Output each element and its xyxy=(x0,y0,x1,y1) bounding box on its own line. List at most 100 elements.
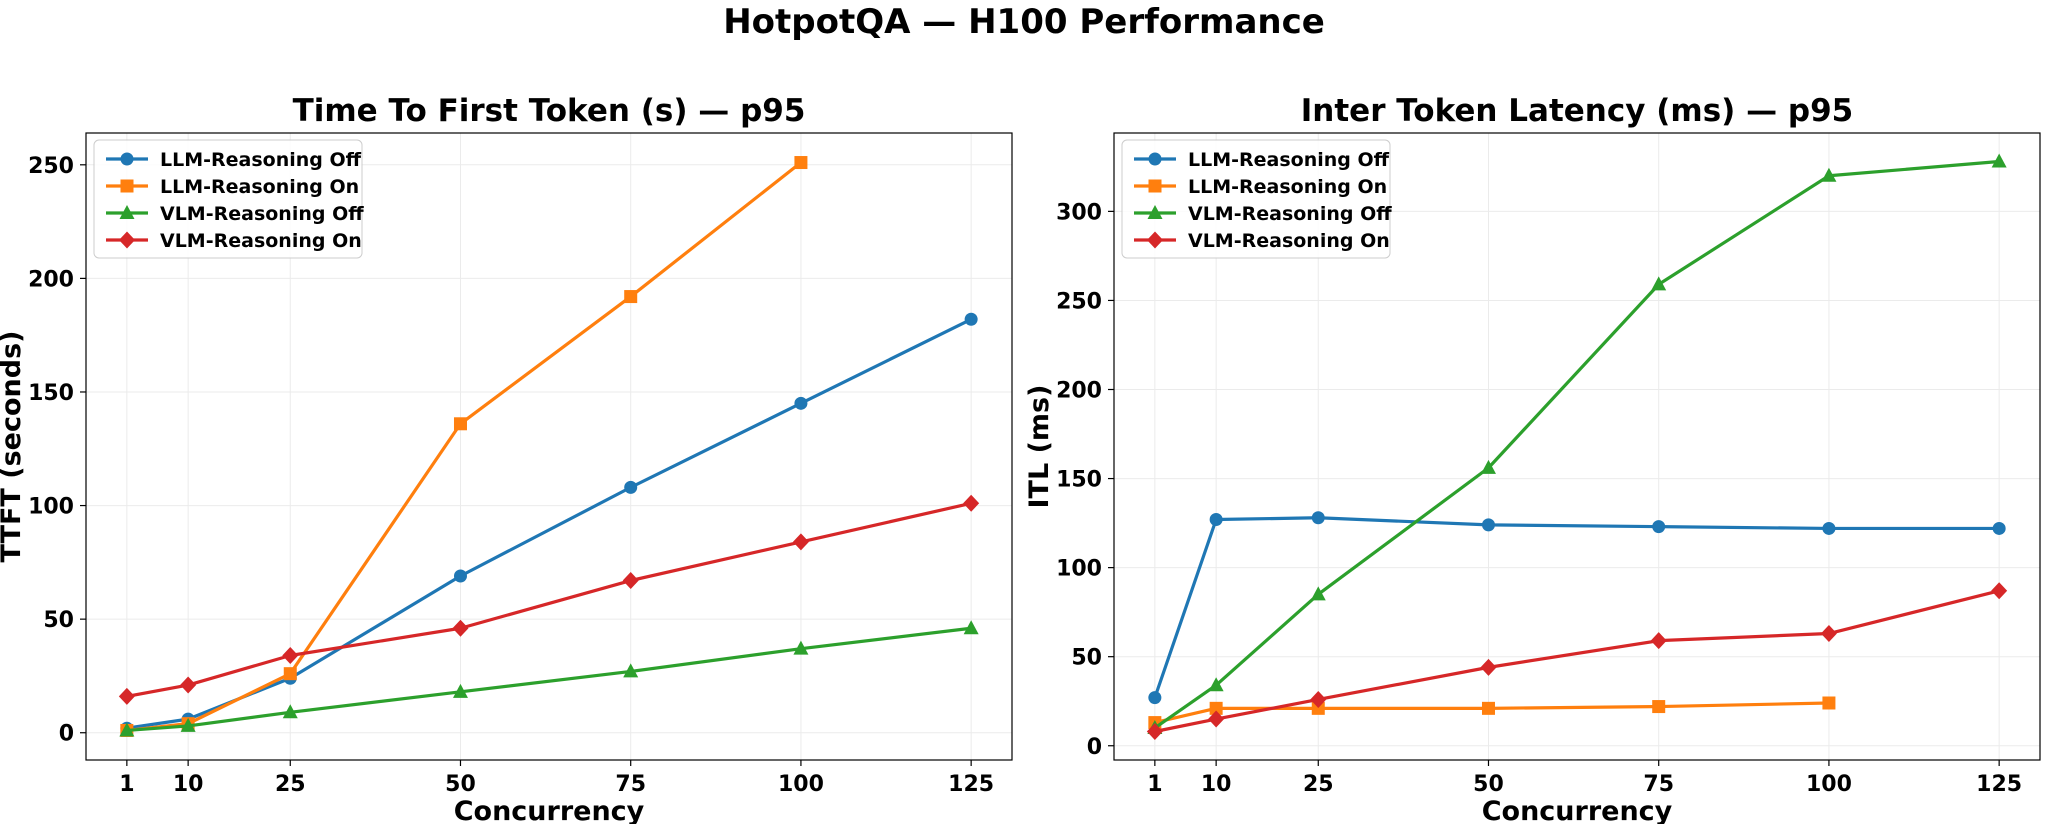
data-point-vlm-reasoning-off xyxy=(1480,459,1496,474)
x-tick-label: 100 xyxy=(1806,772,1852,797)
x-tick-label: 100 xyxy=(778,772,824,797)
figure-title: HotpotQA — H100 Performance xyxy=(723,2,1325,42)
legend-label-vlm-reasoning-on: VLM-Reasoning On xyxy=(160,230,362,252)
x-axis-label: Concurrency xyxy=(454,796,645,824)
data-point-vlm-reasoning-on xyxy=(792,533,809,551)
legend-box xyxy=(1121,139,1391,259)
data-point-llm-reasoning-on xyxy=(624,290,638,304)
x-tick-label: 25 xyxy=(1303,772,1334,797)
data-point-vlm-reasoning-on xyxy=(963,494,980,512)
data-point-vlm-reasoning-on xyxy=(622,572,639,590)
legend-marker-vlm-reasoning-off xyxy=(119,205,135,219)
chart-panel-2: 1 10 25 50 75 100 125 0 50 100 150 200 250 300 Inter T… xyxy=(1024,93,2041,824)
series-line-llm-reasoning-on xyxy=(1154,701,1829,725)
y-tick-label: 150 xyxy=(1056,468,1102,493)
data-point-vlm-reasoning-on xyxy=(180,676,197,694)
x-tick-label: 75 xyxy=(615,772,646,797)
data-point-vlm-reasoning-off xyxy=(452,683,468,698)
data-point-vlm-reasoning-on xyxy=(1146,723,1163,740)
data-point-llm-reasoning-off xyxy=(794,396,808,410)
data-point-vlm-reasoning-on xyxy=(1310,690,1327,708)
legend: LLM-Reasoning Off LLM-Reasoning On VLM-Rea… xyxy=(93,139,364,259)
y-tick-label: 150 xyxy=(28,381,74,406)
axes-frame xyxy=(85,132,1013,761)
x-tick-label: 125 xyxy=(948,772,994,797)
data-point-llm-reasoning-off xyxy=(1481,518,1495,532)
y-tick-label: 100 xyxy=(28,495,74,520)
data-point-llm-reasoning-on xyxy=(283,667,297,681)
data-point-vlm-reasoning-off xyxy=(963,620,979,635)
y-axis-label: TTFT (seconds) xyxy=(0,331,27,563)
x-tick-label: 75 xyxy=(1643,772,1674,797)
series-line-llm-reasoning-on xyxy=(126,161,802,733)
x-tick-label: 50 xyxy=(445,772,476,797)
legend-marker-llm-reasoning-on xyxy=(120,179,134,193)
x-tick-label: 50 xyxy=(1473,772,1504,797)
data-point-llm-reasoning-off xyxy=(1209,513,1223,527)
legend-marker-vlm-reasoning-on xyxy=(1147,231,1163,249)
x-tick-label: 25 xyxy=(275,772,306,797)
data-point-llm-reasoning-off xyxy=(624,480,638,494)
data-point-llm-reasoning-off xyxy=(1311,511,1325,525)
data-point-vlm-reasoning-off xyxy=(119,722,135,737)
y-tick-label: 300 xyxy=(1056,200,1102,225)
series-line-vlm-reasoning-on xyxy=(126,501,972,698)
legend-marker-llm-reasoning-off xyxy=(1148,152,1162,166)
data-point-vlm-reasoning-off xyxy=(1208,677,1224,692)
axes-frame xyxy=(1113,132,2041,761)
data-point-vlm-reasoning-on xyxy=(1480,658,1497,676)
data-point-vlm-reasoning-on xyxy=(282,647,299,664)
x-tick-label: 1 xyxy=(119,772,134,797)
data-point-vlm-reasoning-off xyxy=(1310,586,1326,601)
y-tick-label: 100 xyxy=(1056,557,1102,582)
y-axis-label: ITL (ms) xyxy=(1024,385,1055,509)
legend-label-vlm-reasoning-off: VLM-Reasoning Off xyxy=(1188,203,1392,225)
data-point-llm-reasoning-on xyxy=(794,156,808,170)
data-point-llm-reasoning-on xyxy=(1481,701,1495,715)
legend-box xyxy=(93,139,363,259)
x-tick-label: 125 xyxy=(1976,772,2022,797)
legend-label-llm-reasoning-on: LLM-Reasoning On xyxy=(160,176,359,198)
legend-label-vlm-reasoning-off: VLM-Reasoning Off xyxy=(160,203,364,225)
chart-title: Inter Token Latency (ms) — p95 xyxy=(1301,93,1854,129)
data-point-vlm-reasoning-off xyxy=(180,717,196,732)
x-axis-label: Concurrency xyxy=(1482,796,1673,824)
series-line-llm-reasoning-off xyxy=(1153,516,2000,699)
data-point-llm-reasoning-on xyxy=(1822,696,1836,710)
x-tick-label: 1 xyxy=(1147,772,1162,797)
chart-panel-1: 1 10 25 50 75 100 125 0 50 100 150 200 250 Time To Fi… xyxy=(0,93,1013,824)
legend-marker-vlm-reasoning-on xyxy=(119,231,135,249)
legend-label-vlm-reasoning-on: VLM-Reasoning On xyxy=(1188,230,1390,252)
y-tick-label: 200 xyxy=(1056,379,1102,404)
legend-marker-vlm-reasoning-off xyxy=(1147,205,1163,219)
data-point-vlm-reasoning-off xyxy=(1651,276,1667,291)
data-point-vlm-reasoning-off xyxy=(1821,167,1837,182)
data-point-llm-reasoning-off xyxy=(1652,520,1666,534)
chart-title: Time To First Token (s) — p95 xyxy=(293,93,806,129)
series-line-vlm-reasoning-on xyxy=(1154,589,2000,734)
data-point-llm-reasoning-off xyxy=(964,312,978,326)
legend: LLM-Reasoning Off LLM-Reasoning On VLM-Rea… xyxy=(1121,139,1392,259)
data-point-llm-reasoning-off xyxy=(1822,521,1836,535)
legend-label-llm-reasoning-on: LLM-Reasoning On xyxy=(1188,176,1387,198)
y-tick-label: 250 xyxy=(28,154,74,179)
series-line-vlm-reasoning-off xyxy=(126,626,972,733)
x-tick-label: 10 xyxy=(173,772,204,797)
x-tick-label: 10 xyxy=(1201,772,1232,797)
data-point-llm-reasoning-on xyxy=(453,417,467,431)
data-point-vlm-reasoning-off xyxy=(623,663,639,678)
y-tick-label: 50 xyxy=(1071,646,1102,671)
data-point-vlm-reasoning-off xyxy=(282,704,298,719)
data-point-llm-reasoning-on xyxy=(1311,701,1325,715)
y-tick-label: 250 xyxy=(1056,289,1102,314)
data-point-llm-reasoning-on xyxy=(1652,700,1666,714)
data-point-vlm-reasoning-off xyxy=(793,640,809,655)
data-point-vlm-reasoning-on xyxy=(1208,710,1225,728)
data-point-vlm-reasoning-on xyxy=(1991,582,2008,600)
y-tick-label: 0 xyxy=(1087,735,1102,760)
y-tick-label: 200 xyxy=(28,267,74,292)
data-point-vlm-reasoning-on xyxy=(452,619,469,637)
data-point-llm-reasoning-off xyxy=(1148,691,1162,705)
